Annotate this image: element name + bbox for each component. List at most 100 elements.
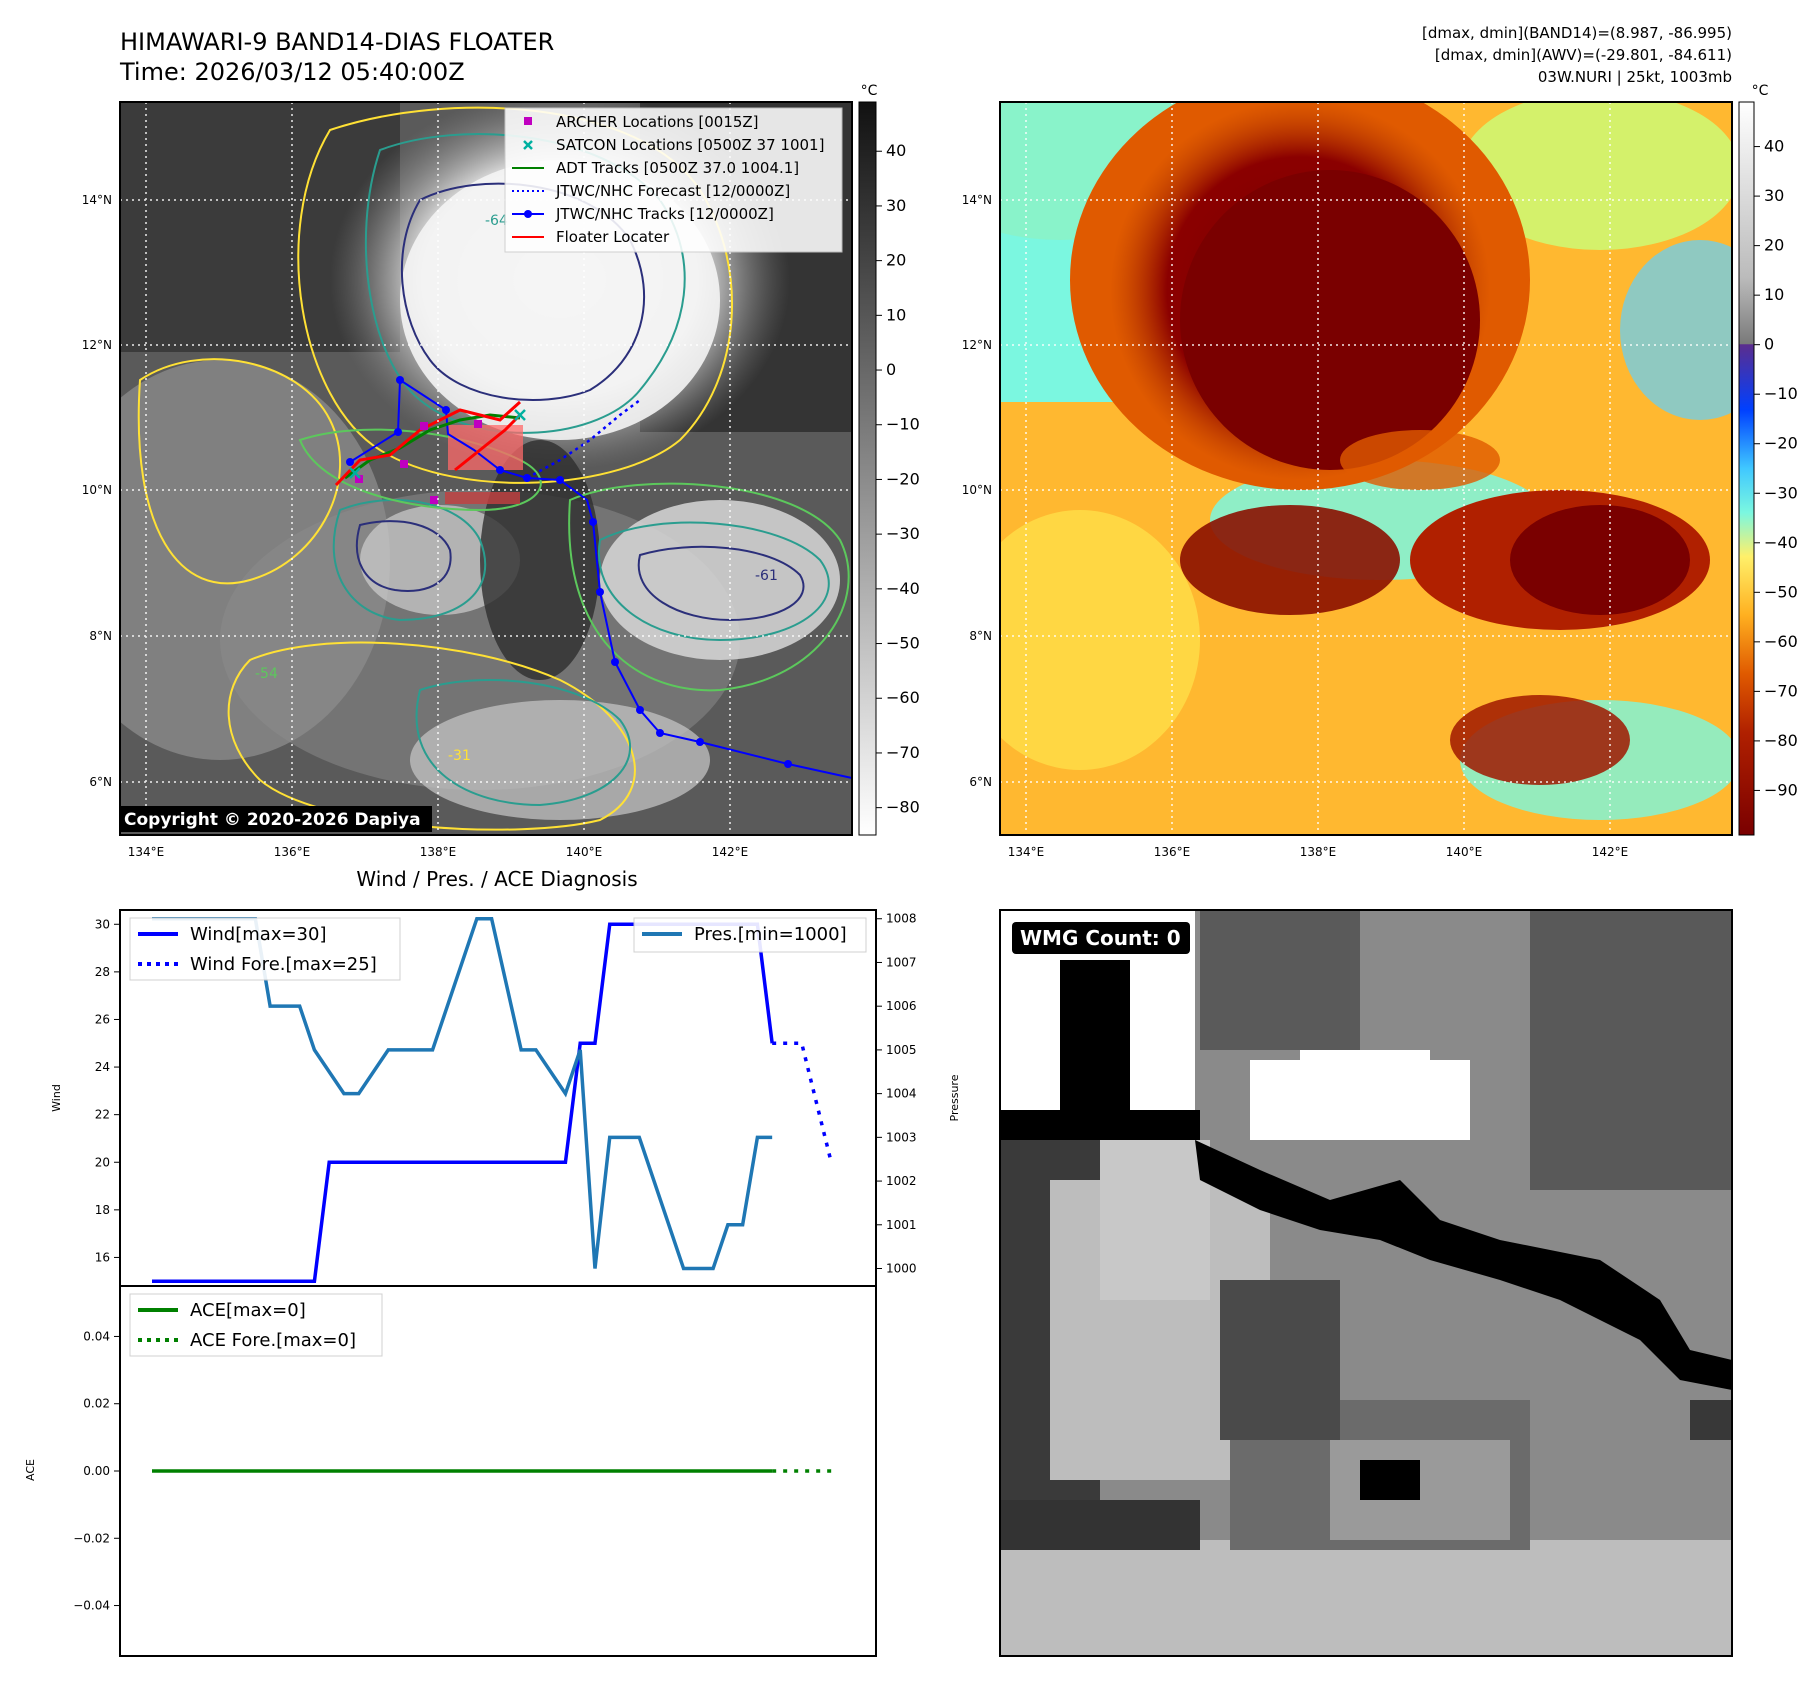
ace-tick: −0.02	[73, 1531, 110, 1545]
ace-legend: ACE[max=0] ACE Fore.[max=0]	[129, 1293, 383, 1357]
legend-label: ADT Tracks [0500Z 37.0 1004.1]	[556, 159, 799, 177]
wind-forecast-series-line	[772, 1041, 833, 1163]
pressure-tick: 1007	[886, 955, 917, 969]
legend-label: Pres.[min=1000]	[694, 924, 847, 945]
wind-tick: 30	[95, 917, 110, 931]
lon-tick: 140°E	[1446, 845, 1483, 859]
wind-tick: 26	[95, 1012, 110, 1026]
wind-axis-label: Wind	[50, 1084, 63, 1112]
color-colorbar-tick: 40	[1764, 137, 1784, 156]
color-colorbar-tick: −80	[1764, 731, 1798, 750]
figure-time: Time: 2026/03/12 05:40:00Z	[119, 58, 465, 86]
stats-band14: [dmax, dmin](BAND14)=(8.987, -86.995)	[1422, 24, 1732, 42]
pressure-tick: 1006	[886, 999, 917, 1013]
contour-label: -31	[448, 748, 471, 764]
lat-tick: 10°N	[962, 483, 992, 497]
storm-info: 03W.NURI | 25kt, 1003mb	[1538, 68, 1732, 86]
gray-colorbar-tick: −50	[886, 634, 920, 653]
lat-tick: 14°N	[82, 193, 112, 207]
wind-tick: 16	[95, 1250, 110, 1264]
wind-tick: 24	[95, 1060, 110, 1074]
wmg-panel: WMG Count: 0	[999, 909, 1733, 1657]
color-colorbar-tick: −50	[1764, 582, 1798, 601]
lon-tick: 134°E	[1008, 845, 1045, 859]
pressure-tick: 1003	[886, 1130, 917, 1144]
copyright-box	[120, 806, 432, 832]
lon-tick: 142°E	[712, 845, 749, 859]
gray-colorbar-tick: −80	[886, 798, 920, 817]
pressure-tick: 1002	[886, 1174, 917, 1188]
ace-tick: 0.02	[83, 1397, 110, 1411]
legend-label: SATCON Locations [0500Z 37 1001]	[556, 136, 824, 154]
contour-label: -61	[755, 568, 778, 584]
lon-tick: 136°E	[1154, 845, 1191, 859]
lat-tick: 6°N	[89, 775, 112, 789]
color-awv-map: 134°E 136°E 138°E 140°E 142°E 14°N 12°N …	[962, 101, 1733, 859]
pressure-tick: 1000	[886, 1262, 917, 1276]
lat-tick: 8°N	[969, 629, 992, 643]
ace-axis-label: ACE	[24, 1459, 37, 1481]
ace-tick: 0.04	[83, 1329, 110, 1343]
lat-tick: 12°N	[962, 338, 992, 352]
legend-label: ARCHER Locations [0015Z]	[556, 113, 759, 131]
lon-tick: 142°E	[1592, 845, 1629, 859]
legend-marker-tracks	[512, 210, 544, 218]
legend-label: Wind Fore.[max=25]	[190, 954, 377, 975]
wind-legend: Wind[max=30] Wind Fore.[max=25]	[129, 917, 401, 981]
color-colorbar-tick: 20	[1764, 236, 1784, 255]
color-colorbar-tick: 0	[1764, 335, 1774, 354]
map-legend: ARCHER Locations [0015Z] SATCON Location…	[504, 107, 843, 253]
wmg-imagery	[1000, 910, 1732, 1656]
gray-colorbar-tick: 40	[886, 141, 906, 160]
ace-tick: 0.00	[83, 1464, 110, 1478]
color-colorbar-tick: −20	[1764, 434, 1798, 453]
stats-awv: [dmax, dmin](AWV)=(-29.801, -84.611)	[1435, 46, 1732, 64]
pressure-tick: 1005	[886, 1043, 917, 1057]
diagnosis-title: Wind / Pres. / ACE Diagnosis	[356, 867, 637, 891]
lon-tick: 136°E	[274, 845, 311, 859]
color-colorbar-tick: −60	[1764, 632, 1798, 651]
legend-label: JTWC/NHC Tracks [12/0000Z]	[555, 205, 774, 223]
pressure-axis-label: Pressure	[948, 1074, 961, 1121]
color-colorbar-tick: −10	[1764, 384, 1798, 403]
lat-tick: 12°N	[82, 338, 112, 352]
gray-colorbar-tick: −60	[886, 688, 920, 707]
pressure-series-line	[152, 916, 773, 1271]
wmg-count-box	[1012, 922, 1190, 954]
lat-tick: 6°N	[969, 775, 992, 789]
legend-label: Wind[max=30]	[190, 924, 327, 945]
color-map-imagery	[1000, 102, 1732, 835]
lat-tick: 14°N	[962, 193, 992, 207]
legend-label: ACE Fore.[max=0]	[190, 1330, 356, 1351]
lon-tick: 138°E	[420, 845, 457, 859]
gray-colorbar-unit: °C	[861, 83, 878, 99]
color-colorbar-tick: −90	[1764, 780, 1798, 799]
gray-colorbar-tick: 10	[886, 305, 906, 324]
wind-tick: 18	[95, 1203, 110, 1217]
contour-label: -54	[255, 666, 278, 682]
gray-colorbar-tick: −70	[886, 743, 920, 762]
ace-tick: −0.04	[73, 1599, 110, 1613]
pressure-legend: Pres.[min=1000]	[633, 917, 867, 953]
gray-colorbar-tick: −20	[886, 469, 920, 488]
gray-colorbar-tick: −40	[886, 579, 920, 598]
pressure-tick: 1001	[886, 1218, 917, 1232]
gray-colorbar-tick: 20	[886, 251, 906, 270]
gray-ir-map: -64 -54 -61 -31	[82, 101, 853, 859]
lat-tick: 10°N	[82, 483, 112, 497]
color-colorbar: °C 40 30 20 10 0 −10 −20 −30 −40 −50 −60 −70 −80 −90	[1738, 83, 1798, 836]
wind-tick: 20	[95, 1155, 110, 1169]
ace-chart: 0.04 0.02 0.00 −0.02 −0.04 ACE ACE[max=0] AC…	[24, 1285, 877, 1657]
color-colorbar-tick: 10	[1764, 285, 1784, 304]
pressure-tick: 1008	[886, 912, 917, 926]
wind-tick: 28	[95, 965, 110, 979]
color-colorbar-tick: −30	[1764, 483, 1798, 502]
gray-colorbar-tick: −10	[886, 415, 920, 434]
legend-marker-archer	[524, 117, 532, 125]
figure-title: HIMAWARI-9 BAND14-DIAS FLOATER	[120, 28, 554, 56]
legend-label: JTWC/NHC Forecast [12/0000Z]	[555, 182, 790, 200]
color-colorbar-unit: °C	[1752, 83, 1769, 99]
legend-marker-satcon	[523, 140, 533, 150]
gray-colorbar-tick: 0	[886, 360, 896, 379]
